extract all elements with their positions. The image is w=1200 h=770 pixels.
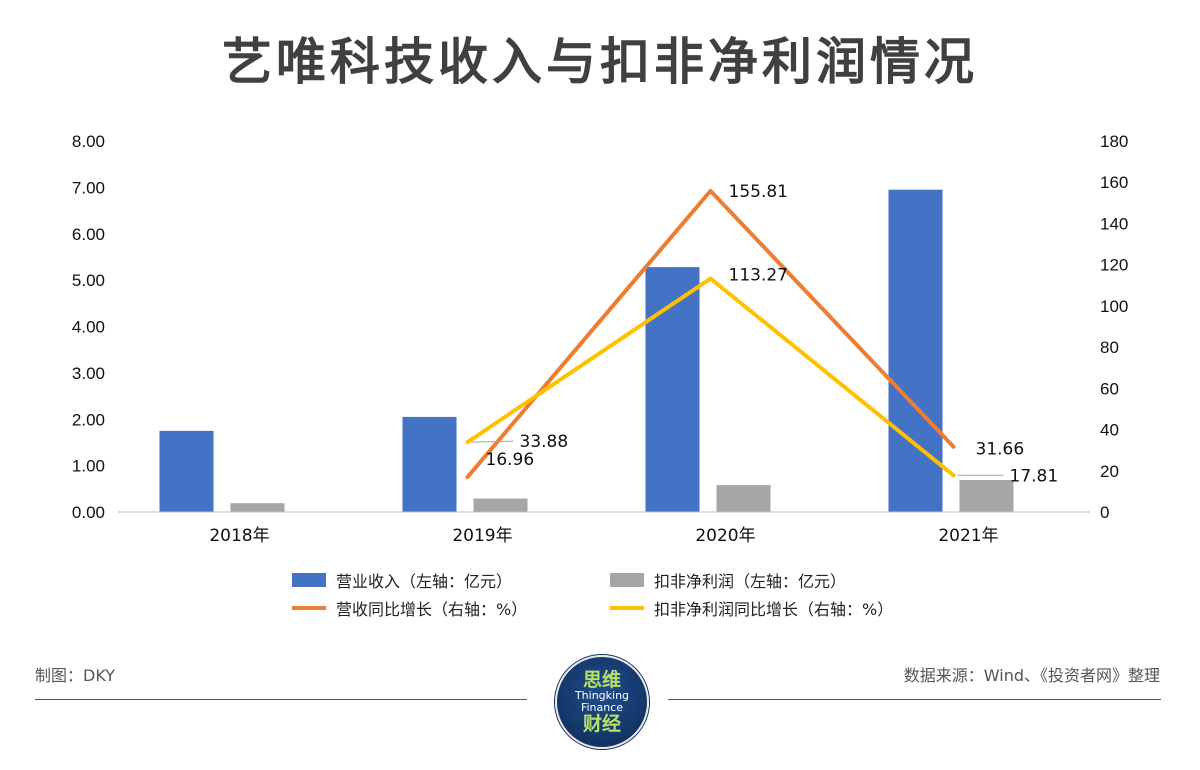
profit-growth-data-label: 17.81 [1010, 466, 1059, 486]
right-axis-tick-label: 100 [1100, 297, 1128, 316]
revenue-bar [645, 267, 700, 512]
profit-bar [230, 503, 285, 512]
left-axis-tick-label: 2.00 [72, 410, 105, 429]
legend-label-revenue: 营业收入（左轴：亿元） [336, 572, 513, 591]
brand-logo: 思维 Thingking Finance 财经 [555, 655, 649, 749]
x-axis-tick-label: 2020年 [695, 526, 755, 546]
chart-title: 艺唯科技收入与扣非净利润情况 [222, 33, 978, 91]
revenue-growth-data-label: 16.96 [486, 450, 535, 470]
x-axis-tick-label: 2019年 [452, 526, 512, 546]
author-credit: 制图：DKY [35, 666, 116, 685]
legend-item-profit-growth: 扣非净利润同比增长（右轴：%） [610, 596, 893, 620]
profit-bar [959, 480, 1014, 512]
legend-swatch-revenue [292, 573, 326, 587]
divider-right [668, 699, 1161, 700]
profit-bar [716, 485, 771, 512]
legend-item-revenue: 营业收入（左轴：亿元） [292, 568, 512, 592]
right-axis-tick-label: 120 [1100, 256, 1128, 275]
profit-bar [473, 498, 528, 512]
x-axis-tick-label: 2018年 [209, 526, 269, 546]
revenue-growth-line [465, 188, 956, 480]
right-axis-tick-label: 60 [1100, 379, 1119, 398]
logo-text-line2: Finance [580, 701, 624, 714]
profit-growth-line [465, 276, 956, 478]
legend-label-profit-growth: 扣非净利润同比增长（右轴：%） [654, 600, 894, 619]
legend-swatch-revenue-growth [292, 606, 326, 610]
revenue-growth-data-label: 31.66 [976, 440, 1025, 460]
right-axis-tick-label: 80 [1100, 338, 1119, 357]
revenue-growth-data-label: 155.81 [729, 182, 788, 202]
legend-item-profit: 扣非净利润（左轴：亿元） [610, 568, 846, 592]
data-label-leader [471, 440, 514, 443]
right-axis-tick-label: 40 [1100, 421, 1119, 440]
data-source: 数据来源：Wind、《投资者网》整理 [903, 666, 1160, 685]
logo-text-line1: Thingking [574, 689, 630, 702]
logo-text-bottom: 财经 [582, 713, 621, 735]
revenue-bar [159, 430, 214, 512]
left-axis-tick-label: 4.00 [72, 318, 105, 337]
left-axis-tick-label: 5.00 [72, 271, 105, 290]
legend-swatch-profit-growth [610, 606, 644, 610]
left-axis-tick-label: 3.00 [72, 364, 105, 383]
right-axis-tick-label: 140 [1100, 214, 1128, 233]
revenue-bar [888, 189, 943, 512]
right-axis-tick-label: 0 [1100, 503, 1109, 522]
right-axis-tick-label: 20 [1100, 462, 1119, 481]
legend-label-revenue-growth: 营收同比增长（右轴：%） [336, 600, 528, 619]
right-axis-tick-label: 180 [1100, 132, 1128, 151]
logo-text-top: 思维 [582, 669, 621, 691]
divider-left [35, 699, 527, 700]
left-axis-tick-label: 0.00 [72, 503, 105, 522]
revenue-bar [402, 416, 457, 512]
combo-chart: 0.00 1.00 2.00 3.00 4.00 5.00 6.00 7.00 8.00 0 20 4… [72, 132, 1128, 546]
profit-growth-data-label: 113.27 [729, 266, 788, 286]
left-axis-tick-label: 7.00 [72, 178, 105, 197]
legend-label-profit: 扣非净利润（左轴：亿元） [654, 572, 847, 591]
left-axis-tick-label: 1.00 [72, 457, 105, 476]
left-axis-tick-label: 6.00 [72, 225, 105, 244]
right-axis-tick-label: 160 [1100, 173, 1128, 192]
legend-swatch-profit [610, 573, 644, 587]
legend-item-revenue-growth: 营收同比增长（右轴：%） [292, 596, 527, 620]
x-axis-tick-label: 2021年 [938, 526, 998, 546]
profit-growth-data-label: 33.88 [520, 432, 569, 452]
left-axis-tick-label: 8.00 [72, 132, 105, 151]
